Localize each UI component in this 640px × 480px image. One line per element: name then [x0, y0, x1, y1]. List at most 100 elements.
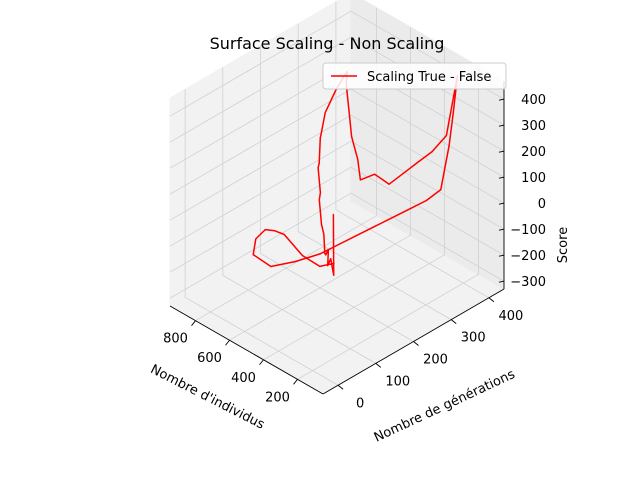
z-tick-label-1: −200 [510, 249, 546, 264]
data-point-0-33 [440, 189, 442, 191]
legend: Scaling True - False [322, 62, 507, 90]
data-point-0-22 [359, 179, 361, 181]
data-point-0-36 [390, 217, 392, 219]
data-point-0-2 [330, 258, 332, 260]
z-tick-label-5: 200 [521, 145, 546, 160]
data-point-0-27 [431, 151, 433, 153]
y-gridline-3 [297, 23, 452, 320]
data-point-0-49 [295, 247, 297, 250]
data-point-0-13 [319, 137, 321, 139]
data-point-0-42 [270, 265, 272, 268]
data-point-0-46 [274, 230, 276, 232]
y-gridline-2 [260, 45, 414, 342]
z-gridline-1 [169, 166, 505, 273]
x-tick-0 [293, 379, 298, 385]
data-point-0-38 [354, 235, 357, 237]
z-tick-label-6: 300 [521, 119, 546, 134]
y-tick-2 [413, 341, 419, 346]
data-point-0-52 [333, 262, 335, 264]
y-tick-label-2: 200 [423, 353, 448, 368]
data-series [252, 70, 459, 276]
z-tick-label-4: 100 [521, 171, 546, 186]
tick-marks [191, 98, 505, 390]
data-point-0-47 [283, 233, 285, 236]
z-tick-label-7: 400 [521, 93, 546, 108]
data-point-0-15 [324, 112, 326, 114]
data-point-0-10 [319, 192, 321, 194]
data-point-0-12 [318, 162, 320, 164]
data-point-0-45 [264, 229, 266, 231]
data-point-0-5 [325, 254, 327, 256]
z-tick-0 [498, 280, 505, 283]
x-tick-label-0: 200 [265, 390, 290, 405]
z-axis-label: Score [556, 227, 571, 263]
x-tick-1 [259, 359, 264, 366]
data-point-0-9 [318, 199, 320, 201]
z-gridline-0 [169, 192, 505, 299]
data-point-0-31 [448, 145, 450, 147]
y-tick-label-1: 100 [385, 374, 410, 389]
y-tick-0 [337, 384, 344, 390]
z-tick-5 [498, 150, 505, 153]
data-point-0-8 [320, 224, 323, 226]
data-point-0-41 [294, 260, 297, 263]
legend-label: Scaling True - False [367, 70, 491, 85]
z-tick-6 [498, 124, 505, 127]
data-point-0-39 [337, 244, 339, 246]
data-point-0-34 [425, 199, 427, 202]
x-tick-3 [191, 320, 196, 326]
legend-frame [322, 62, 507, 90]
y-gridline-1 [222, 67, 376, 364]
z-tick-label-0: −300 [510, 275, 546, 290]
data-point-0-3 [327, 265, 329, 267]
x-tick-label-2: 600 [197, 351, 222, 366]
x-tick-label-3: 800 [163, 332, 188, 347]
y-tick-label-4: 400 [499, 309, 524, 324]
data-point-0-26 [417, 161, 419, 163]
z-tick-label-2: −100 [510, 223, 546, 238]
data-point-0-20 [351, 136, 353, 138]
y-tick-3 [450, 319, 457, 324]
x-tick-label-1: 400 [231, 371, 256, 386]
z-gridline-2 [169, 140, 505, 247]
data-point-0-43 [252, 254, 254, 256]
data-point-0-6 [324, 252, 326, 254]
z-tick-4 [498, 176, 505, 179]
x-gridline-2 [229, 27, 411, 341]
x-tick-2 [225, 339, 230, 346]
data-point-0-7 [323, 233, 325, 235]
data-point-0-4 [327, 248, 329, 251]
z-tick-1 [498, 254, 505, 257]
data-point-0-1 [333, 274, 335, 276]
data-point-0-40 [319, 253, 321, 255]
data-point-0-14 [320, 134, 322, 136]
y-tick-1 [375, 363, 382, 368]
y-tick-4 [488, 297, 495, 303]
data-point-0-51 [319, 265, 321, 267]
z-tick-7 [498, 98, 505, 101]
z-tick-label-3: 0 [538, 197, 546, 212]
tick-labels: 200 400 600 800 0 100 200 300 400 −300 −200 −100 0 10… [163, 93, 546, 411]
data-point-0-24 [388, 183, 390, 185]
x-gridline-0 [297, 66, 479, 380]
data-point-0-11 [317, 167, 319, 169]
data-point-0-30 [452, 112, 454, 114]
z-tick-3 [498, 202, 505, 205]
z-tick-2 [498, 228, 505, 231]
x-gridline-1 [263, 46, 445, 361]
data-point-0-44 [255, 238, 257, 240]
data-point-0-37 [372, 226, 374, 228]
data-point-0-0 [332, 213, 334, 215]
data-point-0-35 [408, 208, 410, 210]
data-point-0-19 [348, 110, 350, 112]
data-point-0-28 [445, 134, 447, 137]
data-point-0-48 [289, 240, 291, 243]
data-point-0-21 [357, 158, 359, 160]
y-tick-label-0: 0 [356, 396, 364, 411]
z-gridline-3 [169, 114, 505, 221]
data-point-0-32 [444, 167, 446, 169]
data-point-0-50 [301, 254, 303, 257]
y-tick-label-3: 300 [461, 331, 486, 346]
chart-title: Surface Scaling - Non Scaling [210, 34, 445, 53]
data-point-0-25 [402, 172, 404, 174]
